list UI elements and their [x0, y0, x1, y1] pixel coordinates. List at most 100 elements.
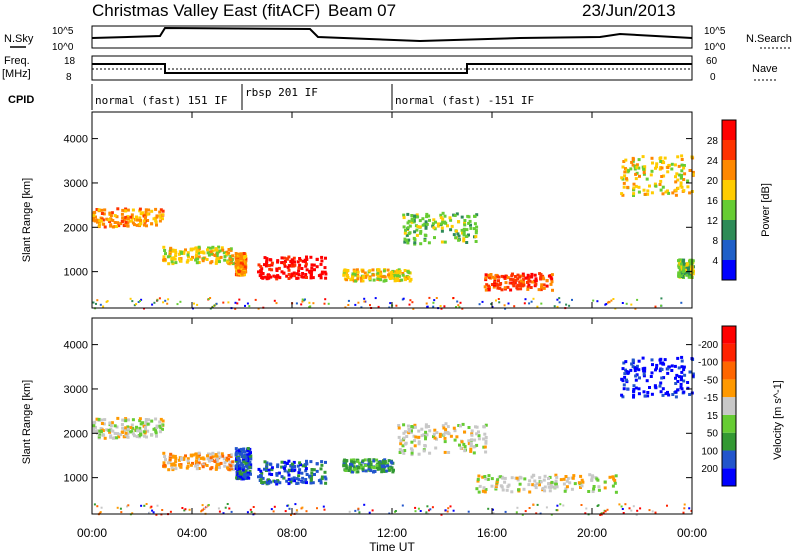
data-cell — [298, 257, 302, 260]
data-cell — [397, 274, 401, 278]
data-cell — [463, 219, 467, 222]
data-cell — [675, 172, 679, 176]
data-cell — [432, 226, 436, 230]
data-cell — [168, 249, 172, 253]
data-cell — [163, 464, 167, 467]
data-cell — [667, 164, 671, 168]
data-cell — [275, 302, 278, 305]
colorbar-swatch — [722, 361, 736, 380]
data-cell — [379, 278, 382, 282]
data-cell — [246, 475, 250, 479]
data-cell — [285, 257, 289, 261]
data-cell — [244, 464, 248, 468]
data-cell — [308, 301, 311, 304]
data-cell — [126, 435, 130, 439]
data-cell — [495, 283, 499, 287]
data-cell — [302, 480, 306, 484]
data-cell — [197, 457, 201, 461]
data-cell — [509, 288, 513, 292]
data-cell — [625, 177, 628, 181]
colorbar-tick-label: -50 — [704, 375, 719, 386]
data-cell — [460, 440, 464, 444]
data-cell — [622, 383, 626, 387]
data-cell — [310, 263, 314, 267]
data-cell — [522, 274, 526, 278]
data-cell — [493, 278, 497, 282]
data-cell — [249, 472, 252, 476]
data-cell — [94, 215, 97, 219]
data-cell — [492, 285, 496, 289]
data-cell — [103, 208, 107, 212]
data-cell — [351, 470, 354, 474]
data-cell — [301, 476, 305, 480]
data-cell — [234, 451, 238, 455]
data-cell — [410, 448, 414, 452]
data-cell — [290, 258, 294, 262]
data-cell — [128, 430, 132, 434]
data-cell — [269, 480, 273, 484]
data-cell — [289, 480, 293, 484]
data-cell — [633, 369, 637, 373]
data-cell — [191, 453, 195, 457]
data-cell — [381, 275, 385, 279]
data-cell — [446, 425, 450, 429]
data-cell — [274, 275, 278, 279]
data-cell — [280, 465, 284, 469]
data-cell — [677, 259, 680, 263]
data-cell — [538, 476, 542, 480]
data-cell — [688, 393, 692, 396]
data-cell — [102, 222, 106, 226]
data-cell — [412, 434, 416, 438]
data-cell — [418, 225, 422, 229]
data-cell — [626, 185, 630, 189]
colorbar-tick-label: 15 — [707, 411, 719, 422]
data-cell — [680, 258, 684, 262]
data-cell — [595, 477, 599, 481]
data-cell — [234, 447, 238, 451]
data-cell — [499, 282, 503, 285]
data-cell — [173, 248, 177, 252]
data-cell — [368, 458, 372, 462]
data-cell — [528, 479, 532, 483]
data-cell — [571, 476, 575, 480]
data-cell — [95, 218, 99, 222]
data-cell — [634, 184, 638, 188]
data-cell — [639, 507, 642, 510]
data-cell — [126, 208, 130, 212]
data-cell — [408, 224, 412, 228]
data-cell — [419, 229, 423, 233]
data-cell — [422, 449, 426, 453]
data-cell — [226, 260, 230, 264]
data-cell — [673, 364, 677, 368]
data-cell — [625, 378, 628, 382]
data-cell — [686, 381, 690, 384]
data-cell — [186, 457, 190, 461]
data-cell — [556, 504, 559, 507]
data-cell — [654, 184, 658, 188]
data-cell — [259, 478, 263, 482]
data-cell — [356, 270, 360, 274]
data-cell — [505, 488, 509, 492]
data-cell — [201, 259, 205, 263]
data-cell — [402, 423, 406, 427]
data-cell — [171, 262, 175, 266]
data-cell — [416, 215, 420, 219]
data-cell — [163, 249, 167, 252]
data-cell — [194, 460, 198, 464]
data-cell — [169, 246, 173, 250]
data-cell — [403, 275, 407, 279]
data-cell — [650, 392, 654, 396]
data-cell — [361, 279, 365, 283]
data-cell — [276, 275, 280, 278]
data-cell — [100, 506, 103, 509]
data-cell — [162, 301, 165, 304]
y-tick-label: 4000 — [64, 340, 88, 352]
nsky-right-tick-top: 10^5 — [704, 26, 726, 37]
data-cell — [147, 208, 151, 212]
data-cell — [138, 207, 142, 211]
data-cell — [277, 266, 281, 270]
data-cell — [403, 278, 407, 282]
data-cell — [342, 272, 346, 276]
data-cell — [667, 365, 671, 369]
data-cell — [487, 288, 491, 292]
